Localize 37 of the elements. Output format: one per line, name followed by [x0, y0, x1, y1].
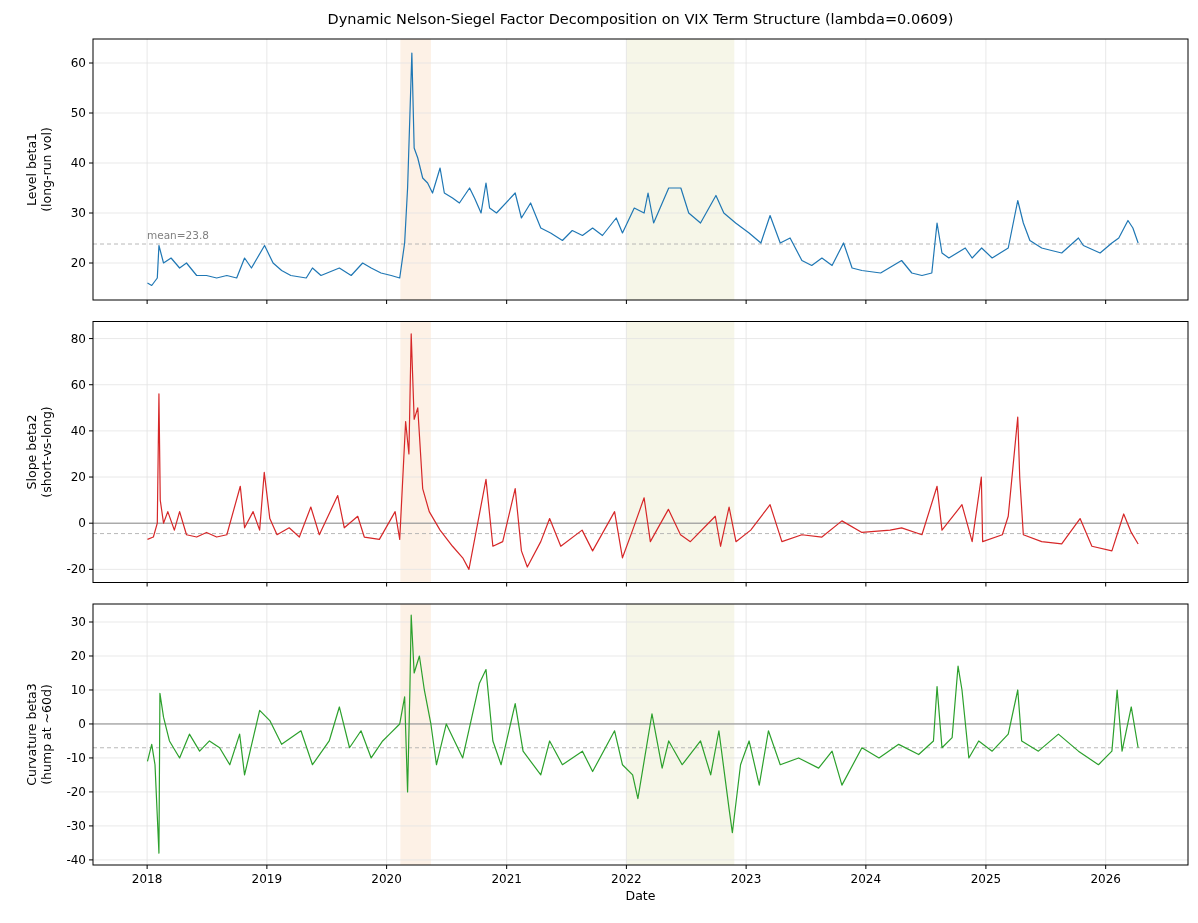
x-tick-label: 2018	[131, 872, 163, 886]
line-series	[146, 333, 1139, 570]
y-axis-title: Curvature beta3 (hump at ~60d)	[23, 683, 54, 786]
y-tick-label: -30	[66, 818, 86, 833]
line-series	[146, 52, 1139, 287]
x-axis-title: Date	[625, 888, 656, 903]
y-tick-label: 30	[70, 206, 86, 220]
x-tick-label: 2025	[970, 872, 1002, 886]
x-tick-label: 2020	[371, 872, 402, 886]
y-tick-label: -20	[66, 562, 86, 577]
line-series	[146, 614, 1139, 854]
y-tick-label: 10	[70, 682, 86, 697]
y-tick-label: 20	[70, 649, 86, 663]
x-tick-label: 2023	[730, 872, 762, 886]
y-tick-label: 60	[70, 377, 86, 392]
y-tick-label: 20	[70, 470, 86, 485]
x-tick-label: 2022	[611, 872, 642, 886]
x-tick-label: 2026	[1090, 872, 1121, 886]
y-tick-label: 40	[70, 156, 86, 170]
y-tick-label: -10	[66, 750, 86, 765]
y-tick-label: 50	[70, 106, 86, 120]
y-tick-label: -20	[66, 784, 86, 799]
y-tick-label: 0	[78, 516, 86, 531]
y-tick-label: 80	[70, 331, 86, 346]
y-tick-label: 20	[70, 256, 86, 270]
y-tick-label: 60	[70, 56, 86, 70]
y-tick-label: -40	[66, 852, 86, 867]
y-axis-title: Level beta1 (long-run vol)	[23, 127, 54, 212]
x-tick-label: 2021	[491, 872, 522, 886]
ref-line-label: mean=23.8	[147, 229, 209, 241]
x-tick-label: 2019	[251, 872, 283, 886]
chart-title: Dynamic Nelson-Siegel Factor Decomposition on VIX Term Structure (lambda=0.0609)	[327, 11, 954, 27]
x-tick-label: 2024	[850, 872, 882, 886]
y-tick-label: 0	[78, 716, 86, 731]
y-tick-label: 30	[70, 615, 86, 630]
y-axis-title: Slope beta2 (short-vs-long)	[23, 406, 54, 498]
y-tick-label: 40	[70, 423, 86, 438]
